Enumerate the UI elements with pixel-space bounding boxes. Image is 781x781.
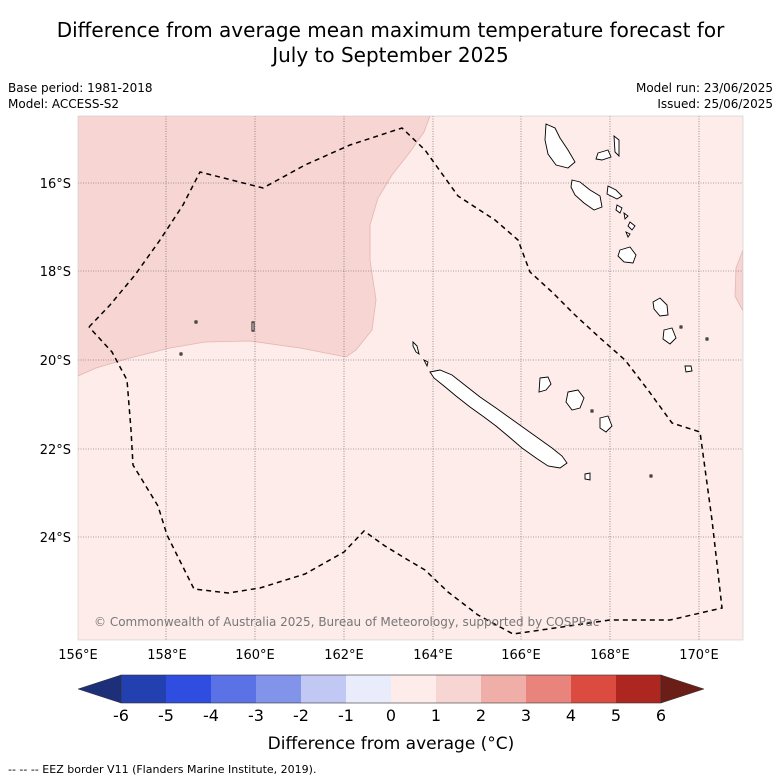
colorbar-tick: 3	[521, 706, 531, 725]
meta-left: Base period: 1981-2018 Model: ACCESS-S2	[8, 80, 153, 112]
meta-right: Model run: 23/06/2025 Issued: 25/06/2025	[636, 80, 773, 112]
footer-note: -- -- -- EEZ border V11 (Flanders Marine…	[8, 763, 317, 776]
colorbar-tick: 1	[431, 706, 441, 725]
colorbar-ticks: -6 -5 -4 -3 -2 -1 0 1 2 3 4 5 6	[113, 706, 666, 725]
colorbar-bin	[166, 675, 211, 703]
lat-labels: 16°S 18°S 20°S 22°S 24°S	[40, 177, 71, 546]
colorbar-max-arrow	[660, 674, 705, 704]
colorbar-tick: 6	[656, 706, 666, 725]
colorbar-tick: -3	[248, 706, 264, 725]
colorbar	[77, 674, 705, 704]
colorbar-bin	[616, 675, 661, 703]
copyright-text: © Commonwealth of Australia 2025, Bureau…	[94, 615, 599, 629]
base-period: Base period: 1981-2018	[8, 81, 153, 95]
title-line-2: July to September 2025	[272, 43, 509, 67]
lon-label-168e: 168°E	[590, 648, 630, 663]
islands	[179, 123, 709, 481]
colorbar-bin	[391, 675, 436, 703]
lat-label-24s: 24°S	[40, 531, 71, 546]
lat-label-22s: 22°S	[40, 443, 71, 458]
lon-label-164e: 164°E	[413, 648, 453, 663]
lon-label-162e: 162°E	[324, 648, 364, 663]
lat-label-20s: 20°S	[40, 354, 71, 369]
colorbar-bin	[256, 675, 301, 703]
lon-label-166e: 166°E	[501, 648, 541, 663]
model-run: Model run: 23/06/2025	[635, 81, 773, 95]
colorbar-tick: 2	[476, 706, 486, 725]
colorbar-bin	[571, 675, 616, 703]
new-caledonia-island	[429, 369, 568, 469]
issued-date: Issued: 25/06/2025	[657, 97, 773, 111]
colorbar-tick: -1	[338, 706, 354, 725]
gridlines	[78, 116, 743, 640]
anomaly-region-east	[734, 249, 743, 312]
colorbar-tick: -6	[113, 706, 129, 725]
colorbar-tick: 0	[386, 706, 396, 725]
lon-label-156e: 156°E	[58, 648, 98, 663]
eez-border	[88, 127, 723, 635]
lon-label-158e: 158°E	[147, 648, 187, 663]
colorbar-bin	[526, 675, 571, 703]
anomaly-contour	[78, 116, 431, 377]
lon-label-170e: 170°E	[679, 648, 719, 663]
colorbar-tick: 4	[566, 706, 576, 725]
model-name: Model: ACCESS-S2	[8, 97, 120, 111]
lat-label-16s: 16°S	[40, 177, 71, 192]
colorbar-tick: -5	[158, 706, 174, 725]
lon-labels: 156°E 158°E 160°E 162°E 164°E 166°E 168°…	[58, 648, 719, 663]
colorbar-bin	[436, 675, 481, 703]
colorbar-label: Difference from average (°C)	[268, 734, 515, 754]
colorbar-bin	[481, 675, 526, 703]
colorbar-min-arrow	[77, 674, 122, 704]
colorbar-bin	[301, 675, 346, 703]
colorbar-bin	[346, 675, 391, 703]
colorbar-tick: 5	[611, 706, 621, 725]
title-line-1: Difference from average mean maximum tem…	[56, 18, 725, 42]
lat-label-18s: 18°S	[40, 265, 71, 280]
colorbar-tick: -4	[203, 706, 219, 725]
map-title: Difference from average mean maximum tem…	[0, 18, 781, 68]
colorbar-bin	[211, 675, 256, 703]
lon-label-160e: 160°E	[235, 648, 275, 663]
colorbar-bin	[121, 675, 166, 703]
colorbar-tick: -2	[293, 706, 309, 725]
